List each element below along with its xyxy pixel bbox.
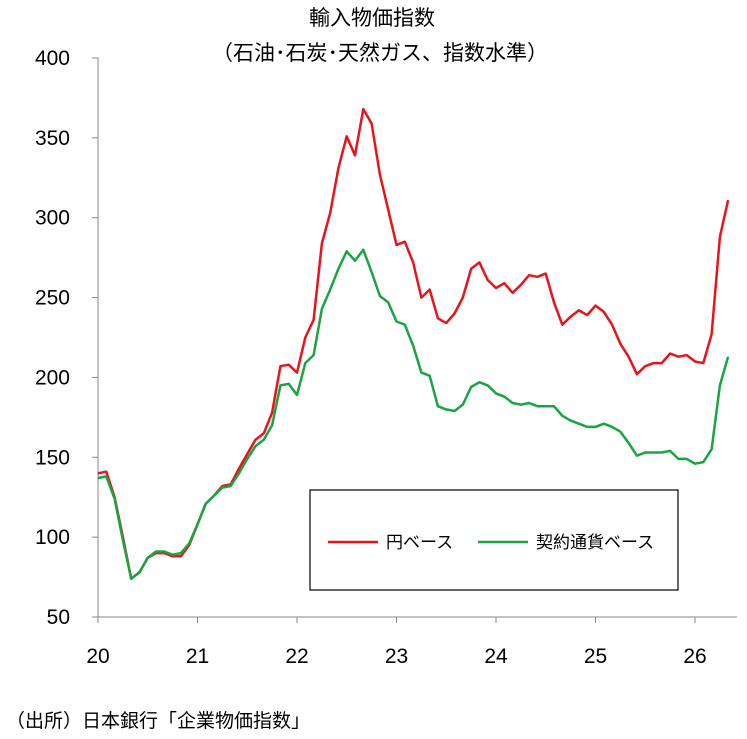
x-tick-label: 22 [285,645,308,668]
y-tick-label: 300 [35,207,70,230]
x-tick-label: 25 [584,645,607,668]
x-tick-label: 23 [385,645,408,668]
y-tick-label: 50 [47,606,70,629]
chart-title: 輸入物価指数 [309,6,435,30]
y-tick-label: 400 [35,47,70,70]
source-note: （出所）日本銀行「企業物価指数」 [6,710,311,732]
y-tick-label: 100 [35,526,70,549]
y-tick-label: 200 [35,366,70,389]
series-group [97,107,730,580]
y-axis-ticks: 50 100 150 200 250 300 350 400 [35,47,98,629]
x-tick-label: 24 [484,645,508,668]
series-line-contract-currency [97,248,730,580]
y-tick-label: 150 [35,446,70,469]
chart-subtitle: （石油･石炭･天然ガス、指数水準） [212,41,548,65]
x-axis-ticks: 20 21 22 23 24 25 26 [86,617,707,668]
y-tick-label: 350 [35,127,70,150]
legend: 円ベース 契約通貨ベース [309,489,679,591]
axes [97,58,737,618]
x-tick-label: 26 [683,645,706,668]
legend-label-yen: 円ベース [386,533,453,553]
x-tick-label: 21 [186,645,209,668]
line-chart: 輸入物価指数 （石油･石炭･天然ガス、指数水準） 50 100 150 200 250 3… [35,6,737,668]
legend-box [309,489,679,591]
x-tick-label: 20 [86,645,109,668]
legend-label-contract-currency: 契約通貨ベース [536,533,654,553]
y-tick-label: 250 [35,287,70,310]
